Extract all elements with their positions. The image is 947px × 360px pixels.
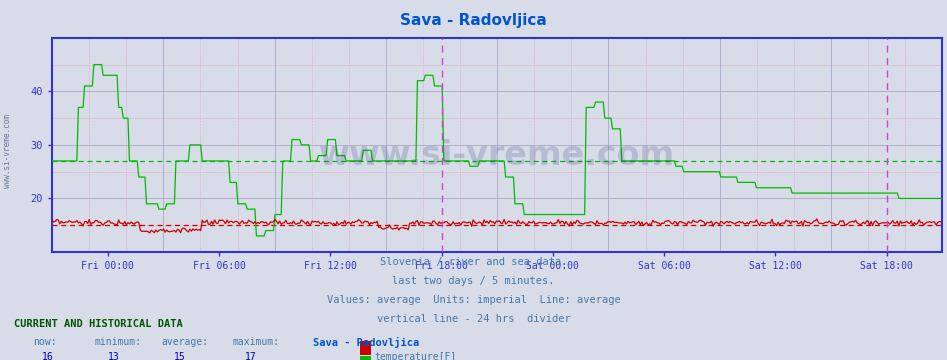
Text: CURRENT AND HISTORICAL DATA: CURRENT AND HISTORICAL DATA [14, 319, 183, 329]
Text: 15: 15 [174, 352, 186, 360]
Text: average:: average: [161, 337, 208, 347]
Text: 16: 16 [42, 352, 53, 360]
Text: maximum:: maximum: [232, 337, 279, 347]
Text: 13: 13 [108, 352, 119, 360]
Text: now:: now: [33, 337, 57, 347]
Text: Slovenia / river and sea data.: Slovenia / river and sea data. [380, 257, 567, 267]
Text: www.si-vreme.com: www.si-vreme.com [3, 114, 12, 188]
Text: Sava - Radovljica: Sava - Radovljica [313, 337, 419, 348]
Text: minimum:: minimum: [95, 337, 142, 347]
Text: temperature[F]: temperature[F] [374, 352, 456, 360]
Text: Sava - Radovljica: Sava - Radovljica [401, 13, 546, 28]
Text: 17: 17 [245, 352, 257, 360]
Text: Values: average  Units: imperial  Line: average: Values: average Units: imperial Line: av… [327, 295, 620, 305]
Text: www.si-vreme.com: www.si-vreme.com [319, 139, 675, 172]
Text: vertical line - 24 hrs  divider: vertical line - 24 hrs divider [377, 314, 570, 324]
Text: last two days / 5 minutes.: last two days / 5 minutes. [392, 276, 555, 286]
